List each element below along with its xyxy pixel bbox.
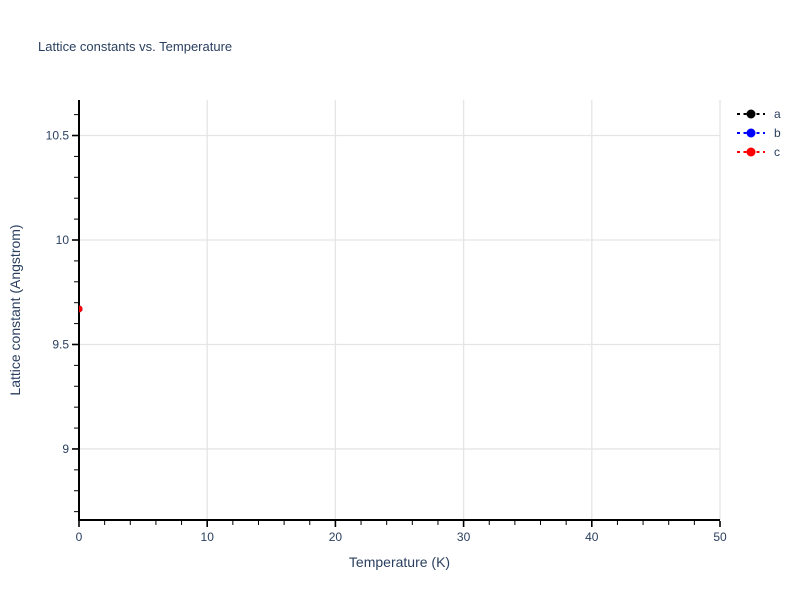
legend-label-a: a [774,106,781,121]
x-tick-label: 50 [713,530,727,544]
x-tick-label: 30 [457,530,471,544]
x-tick-label: 10 [201,530,215,544]
legend-symbol-a-icon [737,109,765,118]
y-tick-label: 9 [62,442,69,456]
legend-item-c[interactable]: c [737,142,781,161]
y-tick-label: 9.5 [52,337,69,351]
legend-item-a[interactable]: a [737,104,781,123]
legend-label-c: c [774,144,780,159]
legend-label-b: b [774,125,781,140]
x-tick-label: 40 [585,530,599,544]
x-tick-label: 20 [329,530,343,544]
legend-symbol-b-icon [737,128,765,137]
legend: a b c [737,104,781,161]
data-points-layer [79,305,83,313]
x-axis-title: Temperature (K) [348,554,451,570]
y-axis-title: Lattice constant (Angstrom) [7,224,23,396]
plot-area[interactable] [79,100,720,520]
legend-symbol-c-icon [737,147,765,156]
x-tick-label: 0 [76,530,83,544]
chart-title: Lattice constants vs. Temperature [38,39,233,54]
y-tick-label: 10.5 [46,129,70,143]
data-point-c [79,305,83,313]
legend-item-b[interactable]: b [737,123,781,142]
y-tick-label: 10 [56,233,70,247]
